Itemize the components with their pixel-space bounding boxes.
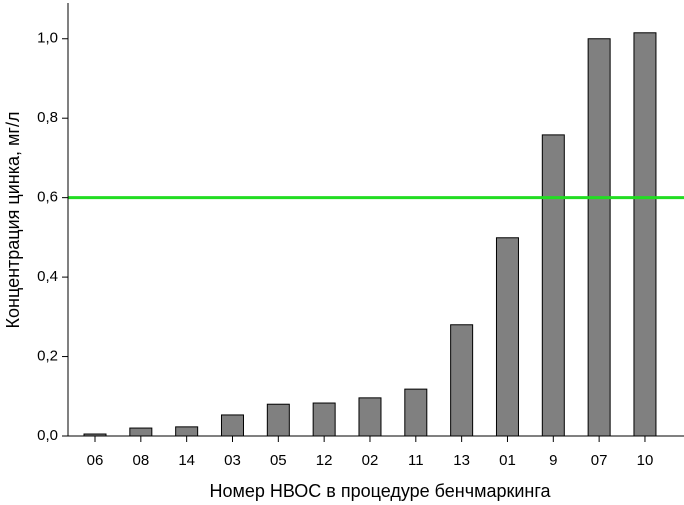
x-tick-label: 03	[224, 452, 241, 469]
y-tick-label: 0,6	[37, 189, 58, 206]
x-tick-label: 11	[408, 452, 424, 469]
bar	[129, 427, 153, 437]
bar	[266, 403, 290, 437]
bar	[175, 426, 199, 437]
x-tick-label: 05	[270, 452, 287, 469]
x-tick-label: 12	[316, 452, 333, 469]
bar	[358, 397, 382, 437]
bar	[220, 414, 244, 437]
bar	[541, 134, 565, 437]
y-axis-title: Концентрация цинка, мг/л	[3, 112, 23, 329]
y-tick-label: 0,8	[37, 109, 58, 126]
bar	[587, 38, 611, 437]
bar	[404, 388, 428, 437]
bar	[633, 32, 657, 437]
y-tick-label: 0,0	[37, 427, 58, 444]
y-tick-label: 0,2	[37, 348, 58, 365]
x-tick-label: 13	[453, 452, 470, 469]
x-axis-title: Номер НВОС в процедуре бенчмаркинга	[209, 481, 551, 501]
x-tick-label: 9	[549, 452, 557, 469]
x-tick-label: 10	[637, 452, 654, 469]
y-tick-label: 1,0	[37, 30, 58, 47]
bar	[495, 237, 519, 437]
x-tick-label: 08	[132, 452, 149, 469]
x-tick-label: 01	[499, 452, 516, 469]
bar	[312, 402, 336, 437]
bar	[450, 324, 474, 437]
x-tick-label: 02	[362, 452, 379, 469]
x-tick-label: 07	[591, 452, 608, 469]
x-tick-label: 06	[87, 452, 104, 469]
x-tick-label: 14	[178, 452, 195, 469]
y-tick-label: 0,4	[37, 268, 58, 285]
